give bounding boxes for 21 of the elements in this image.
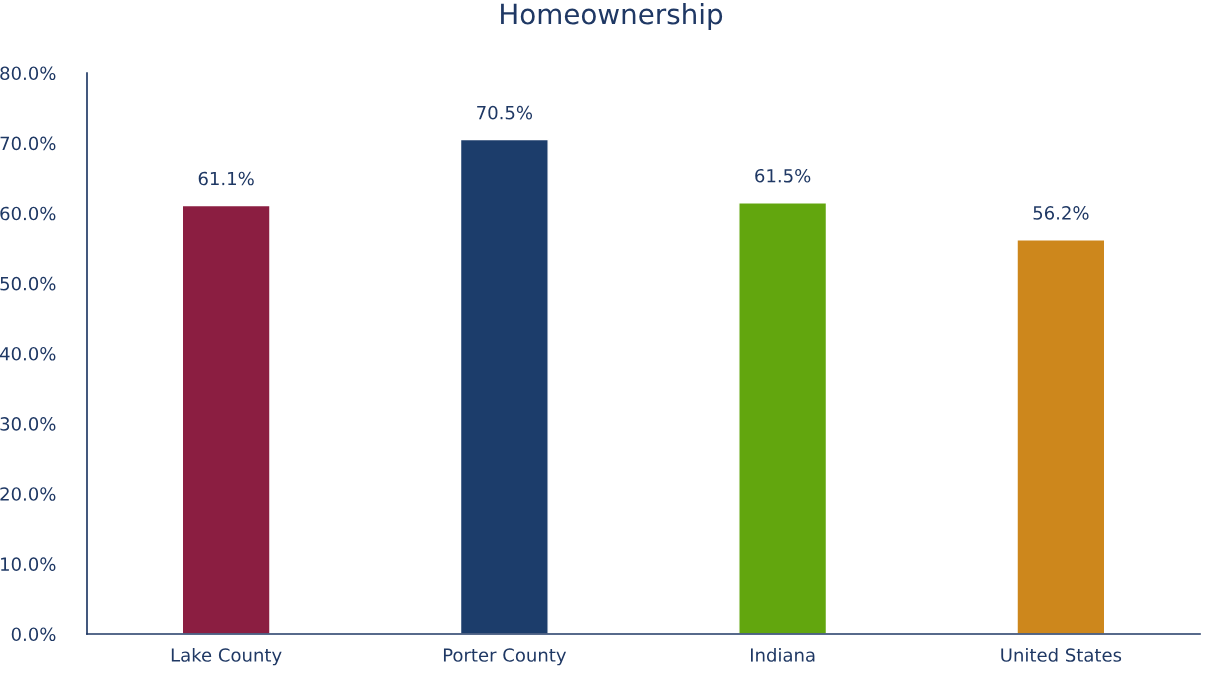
x-tick-label: United States xyxy=(1001,647,1122,662)
y-tick-label: 70.0% xyxy=(0,136,56,151)
bar xyxy=(738,202,828,634)
data-label: 61.1% xyxy=(198,171,254,186)
y-tick-label: 60.0% xyxy=(0,206,56,221)
y-tick-label: 40.0% xyxy=(0,346,56,361)
y-tick-label: 80.0% xyxy=(0,66,56,81)
data-label: 70.5% xyxy=(477,105,533,120)
y-tick-label: 20.0% xyxy=(0,487,56,501)
bar xyxy=(1016,239,1106,634)
chart-title: Homeownership xyxy=(501,3,723,30)
bar xyxy=(181,204,271,634)
data-label: 56.2% xyxy=(1033,206,1089,220)
x-tick-label: Lake County xyxy=(171,647,282,666)
y-tick-label: 10.0% xyxy=(1,557,56,571)
y-tick-label: 0.0% xyxy=(11,627,56,642)
data-label: 61.5% xyxy=(755,168,811,183)
x-tick-label: Indiana xyxy=(750,647,815,662)
y-tick-label: 30.0% xyxy=(0,417,56,431)
y-tick-label: 50.0% xyxy=(0,276,56,291)
x-tick-label: Porter County xyxy=(443,648,567,666)
